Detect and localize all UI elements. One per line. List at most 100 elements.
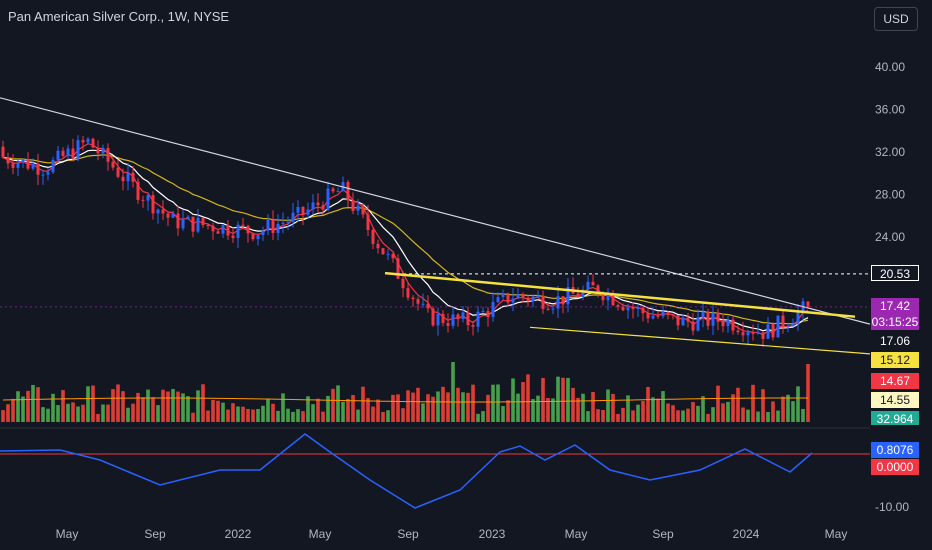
volume-bar xyxy=(211,399,215,422)
candle-body xyxy=(601,293,605,301)
candle-body xyxy=(621,306,625,311)
volume-bar xyxy=(351,395,355,422)
volume-bar xyxy=(501,406,505,422)
volume-bar xyxy=(666,403,670,422)
candle-body xyxy=(376,243,380,249)
volume-bar xyxy=(76,406,80,422)
candle-body xyxy=(361,205,365,215)
volume-bar xyxy=(806,364,810,422)
volume-bar xyxy=(751,384,755,422)
candles xyxy=(1,135,810,347)
price-tag-ema-slow: 17.06 xyxy=(871,333,919,349)
candle-body xyxy=(6,157,10,164)
candle-body xyxy=(21,159,25,163)
volume-bar xyxy=(531,399,535,422)
osc-tag-value: 0.8076 xyxy=(871,442,919,458)
candle-body xyxy=(206,225,210,227)
volume-bar xyxy=(396,394,400,422)
candle-body xyxy=(651,315,655,319)
osc-tag-zero: 0.0000 xyxy=(871,459,919,475)
candle-body xyxy=(701,311,705,318)
volume-bar xyxy=(241,406,245,422)
time-axis-tick: Sep xyxy=(144,527,166,541)
volume-bar xyxy=(646,386,650,422)
candle-body xyxy=(681,317,685,326)
volume-bar xyxy=(311,404,315,422)
volume-bar xyxy=(561,377,565,422)
volume-bar xyxy=(711,407,715,422)
volume-bar xyxy=(176,391,180,422)
channel-upper-line xyxy=(384,271,856,318)
candle-body xyxy=(561,296,565,305)
volume-bar xyxy=(736,387,740,422)
candle-body xyxy=(331,188,335,192)
candle-body xyxy=(71,148,75,159)
candle-body xyxy=(451,314,455,326)
volume-bar xyxy=(761,389,765,422)
candle-body xyxy=(496,296,500,303)
chart-title: Pan American Silver Corp., 1W, NYSE xyxy=(8,9,230,24)
candle-body xyxy=(326,188,330,210)
volume-bar xyxy=(716,385,720,422)
candle-body xyxy=(286,221,290,223)
volume-bar xyxy=(441,386,445,422)
time-axis-tick: 2023 xyxy=(479,527,506,541)
candle-body xyxy=(646,313,650,319)
time-axis-tick: May xyxy=(309,527,332,541)
volume-bar xyxy=(741,407,745,422)
volume-bar xyxy=(146,389,150,422)
volume-bar xyxy=(106,404,110,422)
volume-bar xyxy=(261,405,265,422)
volume-bar xyxy=(391,394,395,422)
volume-bar xyxy=(1,410,5,422)
candle-body xyxy=(321,205,325,210)
volume-bar xyxy=(536,395,540,422)
volume-bar xyxy=(611,393,615,422)
volume-bar xyxy=(591,392,595,422)
volume-bar xyxy=(341,401,345,422)
candle-body xyxy=(586,281,590,290)
candle-body xyxy=(541,295,545,309)
candle-body xyxy=(766,324,770,339)
volume-bar xyxy=(566,377,570,422)
volume-bar xyxy=(451,362,455,422)
candle-body xyxy=(516,294,520,299)
volume-bar xyxy=(661,391,665,422)
volume-bar xyxy=(21,396,25,422)
volume-bar xyxy=(126,407,130,422)
time-axis-tick: May xyxy=(565,527,588,541)
candle-body xyxy=(521,294,525,298)
candle-body xyxy=(536,295,540,297)
channel-lower-line xyxy=(529,326,871,355)
oscillator-pane xyxy=(0,427,870,509)
volume-bar xyxy=(51,393,55,422)
volume-bar xyxy=(801,408,805,422)
volume-bar xyxy=(306,396,310,422)
candle-body xyxy=(106,147,110,162)
candle-body xyxy=(226,225,230,236)
volume-bar xyxy=(686,408,690,422)
volume-bar xyxy=(331,388,335,422)
volume-bar xyxy=(26,390,30,422)
currency-button[interactable]: USD xyxy=(874,7,918,31)
volume-bar xyxy=(426,394,430,422)
price-tag-ema-fast: 14.67 xyxy=(871,373,919,389)
candle-body xyxy=(781,315,785,328)
volume-bar xyxy=(466,392,470,422)
sma-line xyxy=(2,154,809,325)
volume-bar xyxy=(56,405,60,422)
volume-bar xyxy=(621,407,625,422)
volume-bar xyxy=(471,384,475,422)
volume-bar xyxy=(626,395,630,422)
volume-tag: 32.964 M xyxy=(871,411,919,425)
volume-bar xyxy=(151,397,155,422)
candle-body xyxy=(61,150,65,156)
volume-bar xyxy=(376,399,380,422)
volume-bar xyxy=(171,388,175,422)
candle-body xyxy=(796,311,800,324)
candle-body xyxy=(631,307,635,310)
volume-bar xyxy=(301,411,305,422)
time-axis-tick: Sep xyxy=(397,527,419,541)
candle-body xyxy=(261,230,265,236)
